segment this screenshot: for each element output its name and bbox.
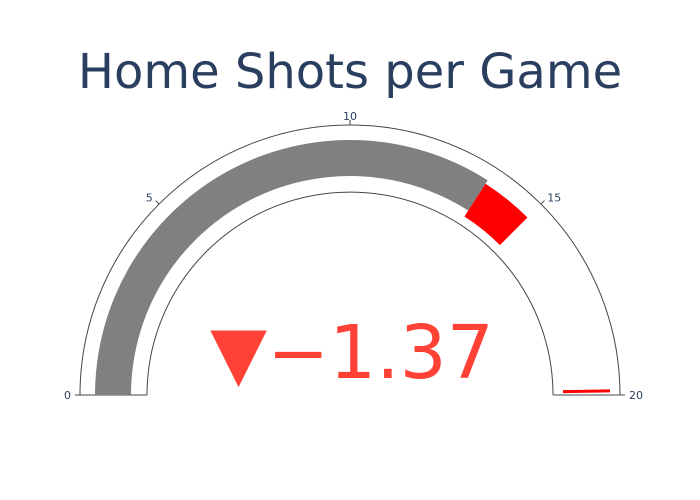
chart-title: Home Shots per Game <box>78 44 622 100</box>
gauge-threshold-line <box>562 389 610 394</box>
gauge: 0 5 10 15 20 <box>64 110 643 402</box>
gauge-ticks: 0 5 10 15 20 <box>64 110 643 402</box>
gauge-tick-label: 20 <box>629 389 643 402</box>
gauge-tick <box>540 200 545 205</box>
delta-indicator: ▼−1.37 <box>210 310 494 396</box>
gauge-tick-label: 0 <box>64 389 71 402</box>
gauge-tick-label: 15 <box>547 192 561 205</box>
gauge-tick-label: 5 <box>146 192 153 205</box>
gauge-inner-border <box>146 191 554 396</box>
gauge-value-bar <box>95 139 488 395</box>
gauge-tick <box>155 200 160 205</box>
gauge-step-band <box>464 183 528 246</box>
gauge-tick-label: 10 <box>343 110 357 123</box>
